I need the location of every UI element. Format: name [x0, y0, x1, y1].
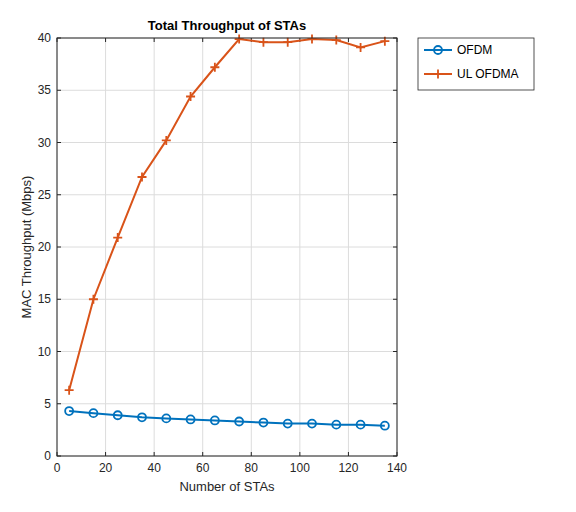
y-grid-line — [57, 142, 397, 143]
series-marker — [113, 233, 122, 242]
series-marker — [210, 63, 219, 72]
y-grid-line — [57, 90, 397, 91]
y-tick — [393, 403, 397, 404]
series-line — [69, 39, 385, 390]
series-marker — [162, 136, 171, 145]
x-tick-label: 0 — [54, 461, 61, 475]
series-marker — [381, 422, 389, 430]
y-tick — [57, 403, 61, 404]
legend-label: UL OFDMA — [457, 67, 519, 81]
x-tick — [105, 452, 106, 456]
series-marker — [138, 172, 147, 181]
x-axis-label: Number of STAs — [179, 479, 275, 494]
y-tick-label: 0 — [44, 449, 51, 463]
y-grid-line — [57, 403, 397, 404]
y-tick — [57, 142, 61, 143]
y-grid-line — [57, 247, 397, 248]
y-tick — [393, 142, 397, 143]
x-tick — [348, 38, 349, 42]
series-marker — [138, 413, 146, 421]
y-tick-label: 35 — [38, 83, 52, 97]
chart: 0 20 40 60 80 100 120 140 0 5 10 15 20 25 30 35 40 Total … — [0, 0, 576, 512]
series-marker — [283, 38, 292, 47]
x-tick-label: 120 — [338, 461, 358, 475]
y-grid-line — [57, 299, 397, 300]
series-marker — [259, 419, 267, 427]
x-tick — [105, 38, 106, 42]
x-tick-label: 60 — [196, 461, 210, 475]
series-marker — [211, 416, 219, 424]
series-marker — [114, 411, 122, 419]
plot-data — [65, 35, 390, 430]
plot-frame — [57, 38, 397, 456]
x-tick-label: 40 — [147, 461, 161, 475]
y-tick-label: 15 — [38, 292, 52, 306]
y-tick-label: 20 — [38, 240, 52, 254]
x-tick — [154, 38, 155, 42]
series-marker — [162, 414, 170, 422]
legend-marker — [434, 46, 442, 54]
x-tick — [202, 38, 203, 42]
series-marker — [332, 421, 340, 429]
y-tick-label: 40 — [38, 31, 52, 45]
series-marker — [89, 295, 98, 304]
y-tick — [393, 90, 397, 91]
y-tick — [393, 299, 397, 300]
y-grid-line — [57, 351, 397, 352]
y-tick — [393, 194, 397, 195]
y-tick — [57, 247, 61, 248]
y-tick-label: 25 — [38, 188, 52, 202]
x-tick — [202, 452, 203, 456]
legend-line — [424, 49, 452, 51]
x-tick — [299, 452, 300, 456]
series-marker — [186, 92, 195, 101]
y-tick — [57, 90, 61, 91]
y-tick — [393, 351, 397, 352]
y-tick-label: 5 — [44, 397, 51, 411]
series-marker — [332, 36, 341, 45]
legend-marker — [434, 70, 443, 79]
y-tick-label: 10 — [38, 345, 52, 359]
series-marker — [308, 420, 316, 428]
series-marker — [357, 421, 365, 429]
x-tick-label: 140 — [387, 461, 407, 475]
series-line — [69, 411, 385, 426]
y-grid-line — [57, 194, 397, 195]
y-tick — [57, 299, 61, 300]
series-marker — [259, 38, 268, 47]
y-tick — [57, 194, 61, 195]
series-marker — [308, 35, 317, 44]
x-tick — [251, 452, 252, 456]
y-axis-label: MAC Throughput (Mbps) — [19, 176, 34, 319]
series-marker — [89, 409, 97, 417]
series-marker — [235, 35, 244, 44]
x-tick — [348, 452, 349, 456]
y-tick — [57, 351, 61, 352]
y-tick — [393, 247, 397, 248]
series-marker — [235, 418, 243, 426]
x-tick-label: 20 — [99, 461, 113, 475]
legend-box — [418, 38, 534, 90]
series-marker — [356, 43, 365, 52]
chart-title: Total Throughput of STAs — [148, 18, 306, 33]
series-marker — [284, 420, 292, 428]
x-tick-label: 80 — [245, 461, 259, 475]
series-marker — [65, 386, 74, 395]
plot-area — [57, 38, 397, 456]
x-tick — [154, 452, 155, 456]
x-tick-label: 100 — [290, 461, 310, 475]
series-marker — [65, 407, 73, 415]
legend: OFDM UL OFDMA — [418, 38, 534, 90]
y-tick-label: 30 — [38, 136, 52, 150]
legend-label: OFDM — [457, 43, 492, 57]
series-marker — [187, 415, 195, 423]
